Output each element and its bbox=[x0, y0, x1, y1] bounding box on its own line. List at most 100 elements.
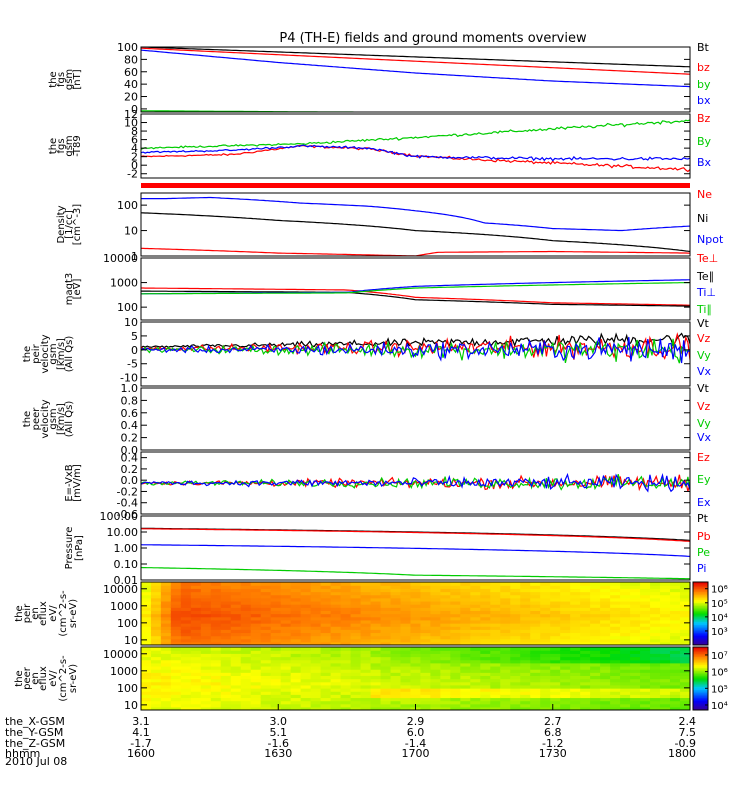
x-tick-value: 1630 bbox=[264, 747, 292, 760]
panel-frame bbox=[140, 387, 691, 451]
legend-Pi: Pi bbox=[697, 562, 706, 575]
y-tick-label: 10 bbox=[124, 316, 138, 329]
peer_spec-colorbar: 10⁴ 10⁵ 10⁶ 10⁷ bbox=[692, 646, 728, 712]
x-tick-value: 1700 bbox=[402, 747, 430, 760]
y-axis-label: sr-eV) bbox=[68, 664, 79, 693]
y-axis-label: sr-eV) bbox=[68, 599, 79, 628]
y-tick-label: 10.00 bbox=[107, 526, 139, 539]
panel-temperature: 100 1000 10000 magt3[eV] Te⊥ Te∥ Ti⊥ Ti∥ bbox=[64, 252, 718, 321]
separator-bar bbox=[141, 183, 690, 188]
y-tick-label: 80 bbox=[124, 53, 138, 66]
x-tick-value: 3.1 bbox=[132, 715, 150, 728]
x-row-label: hhmm bbox=[5, 747, 40, 760]
y-axis-label: eflux bbox=[38, 601, 49, 626]
y-axis-label: fgs bbox=[56, 72, 67, 87]
y-tick-label: 0.0 bbox=[121, 474, 139, 487]
colorbar-tick-label: 10⁵ bbox=[711, 599, 728, 610]
x-tick-value: 7.5 bbox=[679, 726, 697, 739]
x-row-label: the_Y-GSM bbox=[5, 726, 63, 739]
panel-density: 1 10 100 Density[1/cc][cm^-3] Ne Ni Npot bbox=[56, 188, 724, 263]
y-tick-label: 1 bbox=[131, 250, 138, 263]
y-tick-label: 100 bbox=[117, 301, 138, 314]
y-axis-label: the bbox=[48, 71, 59, 87]
x-tick-value: 2.4 bbox=[679, 715, 697, 728]
series-line-Ni bbox=[141, 212, 690, 253]
legend-By: By bbox=[697, 135, 712, 148]
legend-Bt: Bt bbox=[697, 41, 710, 54]
y-tick-label: 1000 bbox=[110, 277, 138, 290]
legend-Vx: Vx bbox=[697, 365, 712, 378]
y-tick-label: 10000 bbox=[103, 648, 138, 661]
panel-pressure: 0.01 0.10 1.00 10.00 100.00 Pressure [nPa] Pt Pb… bbox=[64, 510, 711, 587]
x-tick-value: 4.1 bbox=[132, 726, 150, 739]
panel-frame bbox=[140, 46, 691, 113]
y-axis-label: the bbox=[22, 346, 33, 362]
series-line-Bt bbox=[141, 47, 690, 68]
y-axis-label: [1/cc] bbox=[64, 210, 75, 239]
y-tick-label: 12 bbox=[124, 108, 138, 121]
y-tick-label: 1.0 bbox=[121, 382, 139, 395]
x-tick-value: 2.9 bbox=[407, 715, 425, 728]
legend-Pt: Pt bbox=[697, 512, 709, 525]
y-tick-label: 10000 bbox=[103, 583, 138, 596]
series-line-By bbox=[141, 119, 690, 150]
y-axis-label: peir bbox=[31, 343, 42, 363]
series-line-Pi bbox=[141, 544, 690, 557]
y-tick-label: 0.0 bbox=[121, 444, 139, 457]
y-axis-label: [eV] bbox=[72, 279, 83, 300]
x-tick-value: 2.7 bbox=[544, 715, 562, 728]
y-tick-label: 1.00 bbox=[114, 542, 139, 555]
panel-efield: -0.6-0.4-0.20.00.20.4 E=-VxB[mV/m] Ez Ey Ex bbox=[64, 451, 711, 521]
y-axis-label: the bbox=[14, 670, 25, 686]
series-line-Te∥ bbox=[141, 290, 690, 307]
series-line-Npot bbox=[141, 196, 690, 232]
y-axis-label: the bbox=[22, 411, 33, 427]
series-line-Pb bbox=[141, 528, 690, 542]
y-axis-label: (All Qs) bbox=[64, 401, 75, 438]
y-tick-label: -5 bbox=[127, 358, 138, 371]
y-axis-label: en bbox=[30, 672, 41, 685]
y-tick-label: -10 bbox=[120, 372, 138, 385]
y-tick-label: 100 bbox=[117, 617, 138, 630]
x-tick-value: -1.6 bbox=[268, 737, 289, 750]
y-tick-label: 4 bbox=[131, 142, 138, 155]
y-axis-label: peir bbox=[22, 603, 33, 623]
y-tick-label: 60 bbox=[124, 66, 138, 79]
y-axis-label: eV/ bbox=[48, 670, 59, 687]
legend-Bz: Bz bbox=[697, 112, 711, 125]
y-tick-label: 10 bbox=[124, 699, 138, 712]
y-axis-label: peer bbox=[31, 407, 42, 431]
series-line-Ex bbox=[141, 472, 690, 493]
y-axis-label: [mV/m] bbox=[72, 464, 83, 502]
y-tick-label: 20 bbox=[124, 91, 138, 104]
y-axis-label: gsm bbox=[64, 135, 75, 156]
legend-Ni: Ni bbox=[697, 212, 708, 225]
y-axis-label: Pressure bbox=[64, 527, 75, 570]
legend-Ti∥: Ti∥ bbox=[696, 303, 712, 316]
legend-Vt: Vt bbox=[697, 382, 710, 395]
panels-group: 020406080100thefgsgsm[nT]Btbzbybx-202468… bbox=[14, 41, 728, 712]
y-tick-label: 0 bbox=[131, 159, 138, 172]
legend-Ey: Ey bbox=[697, 473, 711, 486]
x-tick-value: 1800 bbox=[668, 747, 696, 760]
y-tick-label: 100 bbox=[117, 682, 138, 695]
legend-Pe: Pe bbox=[697, 546, 710, 559]
panel-peir_spec: 10³ 10⁴ 10⁵ 10⁶ 10 100 1000 10000 thepeireneflux… bbox=[14, 581, 728, 647]
date-label: 2010 Jul 08 bbox=[5, 755, 67, 768]
legend-Ne: Ne bbox=[697, 188, 712, 201]
series-line-Pe bbox=[141, 566, 690, 580]
legend-Bx: Bx bbox=[697, 156, 712, 169]
y-tick-label: 0 bbox=[131, 344, 138, 357]
y-tick-label: 0.2 bbox=[121, 432, 139, 445]
y-tick-label: 2 bbox=[131, 151, 138, 164]
y-tick-label: 1000 bbox=[110, 665, 138, 678]
y-tick-label: 0.2 bbox=[121, 463, 139, 476]
x-tick-value: 5.1 bbox=[270, 726, 288, 739]
y-tick-label: -2 bbox=[127, 168, 138, 181]
y-tick-label: -0.2 bbox=[117, 485, 138, 498]
y-tick-label: 100 bbox=[117, 41, 138, 54]
legend-by: by bbox=[697, 78, 711, 91]
y-tick-label: 100 bbox=[117, 199, 138, 212]
